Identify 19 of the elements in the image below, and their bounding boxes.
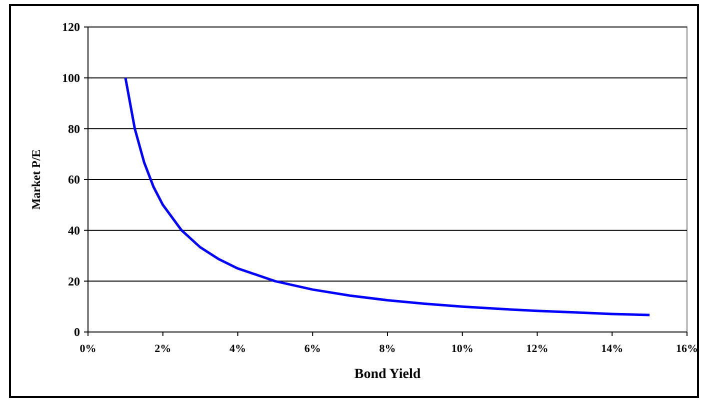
x-tick-label: 6%	[304, 343, 321, 355]
x-axis-title: Bond Yield	[354, 367, 421, 382]
y-tick-label: 0	[74, 325, 80, 340]
x-tick-label: 8%	[379, 343, 396, 355]
x-tick-label: 0%	[80, 343, 96, 355]
x-tick-label: 16%	[676, 343, 698, 355]
x-tick-label: 10%	[451, 343, 474, 355]
y-tick-label: 20	[68, 274, 80, 288]
y-axis-title: Market P/E	[29, 149, 43, 210]
line-series	[124, 76, 651, 316]
y-tick-label: 60	[68, 172, 80, 187]
y-tick-label: 100	[62, 71, 80, 86]
y-tick-label: 40	[68, 224, 80, 238]
x-tick-label: 2%	[154, 343, 172, 355]
x-tick-label: 14%	[601, 343, 624, 355]
x-tick-label: 4%	[230, 343, 246, 355]
y-tick-label: 120	[62, 20, 80, 34]
y-tick-label: 80	[68, 122, 80, 136]
x-tick-label: 12%	[526, 343, 548, 355]
